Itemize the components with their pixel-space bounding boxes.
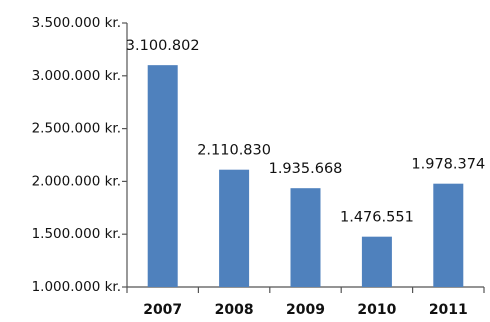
x-tick-label: 2007 (143, 302, 182, 318)
data-label: 1.476.551 (340, 210, 414, 226)
bar (147, 65, 178, 288)
y-axis: 1.000.000 kr. 1.500.000 kr. 2.000.000 kr. 2… (32, 15, 128, 295)
data-label: 1.935.668 (269, 161, 343, 177)
bar (433, 183, 464, 287)
x-tick-label: 2009 (286, 302, 325, 318)
y-tick-label: 3.000.000 kr. (32, 68, 121, 84)
bars (147, 65, 464, 288)
bar (361, 236, 392, 287)
x-tick-label: 2010 (357, 302, 396, 318)
y-tick-label: 1.000.000 kr. (32, 279, 121, 295)
x-tick-label: 2008 (215, 302, 254, 318)
y-tick-label: 2.000.000 kr. (32, 173, 121, 189)
data-labels: 3.100.802 2.110.830 1.935.668 1.476.551 1.97… (126, 38, 485, 226)
x-tick-label: 2011 (429, 302, 468, 318)
bar (290, 188, 321, 287)
data-label: 2.110.830 (197, 143, 271, 159)
y-tick-label: 2.500.000 kr. (32, 121, 121, 137)
y-tick-label: 3.500.000 kr. (32, 15, 121, 31)
y-tick-label: 1.500.000 kr. (32, 226, 121, 242)
data-label: 3.100.802 (126, 38, 200, 54)
x-axis: 2007 2008 2009 2010 2011 (126, 286, 485, 318)
bar (219, 169, 250, 287)
data-label: 1.978.374 (411, 157, 485, 173)
